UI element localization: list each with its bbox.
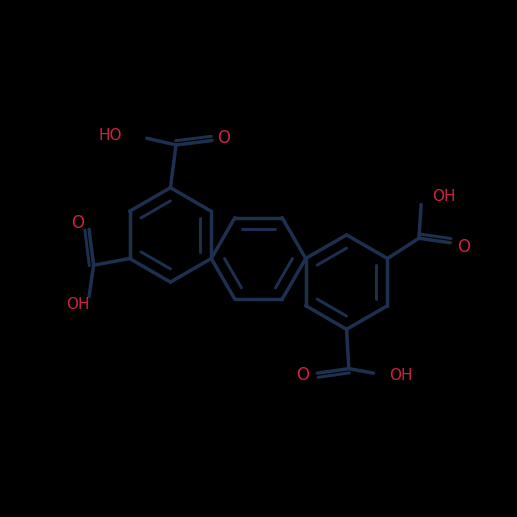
Text: O: O	[71, 214, 84, 232]
Text: O: O	[218, 129, 231, 147]
Text: OH: OH	[389, 368, 413, 383]
Text: O: O	[457, 238, 470, 256]
Text: HO: HO	[99, 129, 122, 144]
Text: OH: OH	[66, 297, 89, 312]
Text: O: O	[296, 367, 310, 384]
Text: OH: OH	[432, 189, 456, 204]
